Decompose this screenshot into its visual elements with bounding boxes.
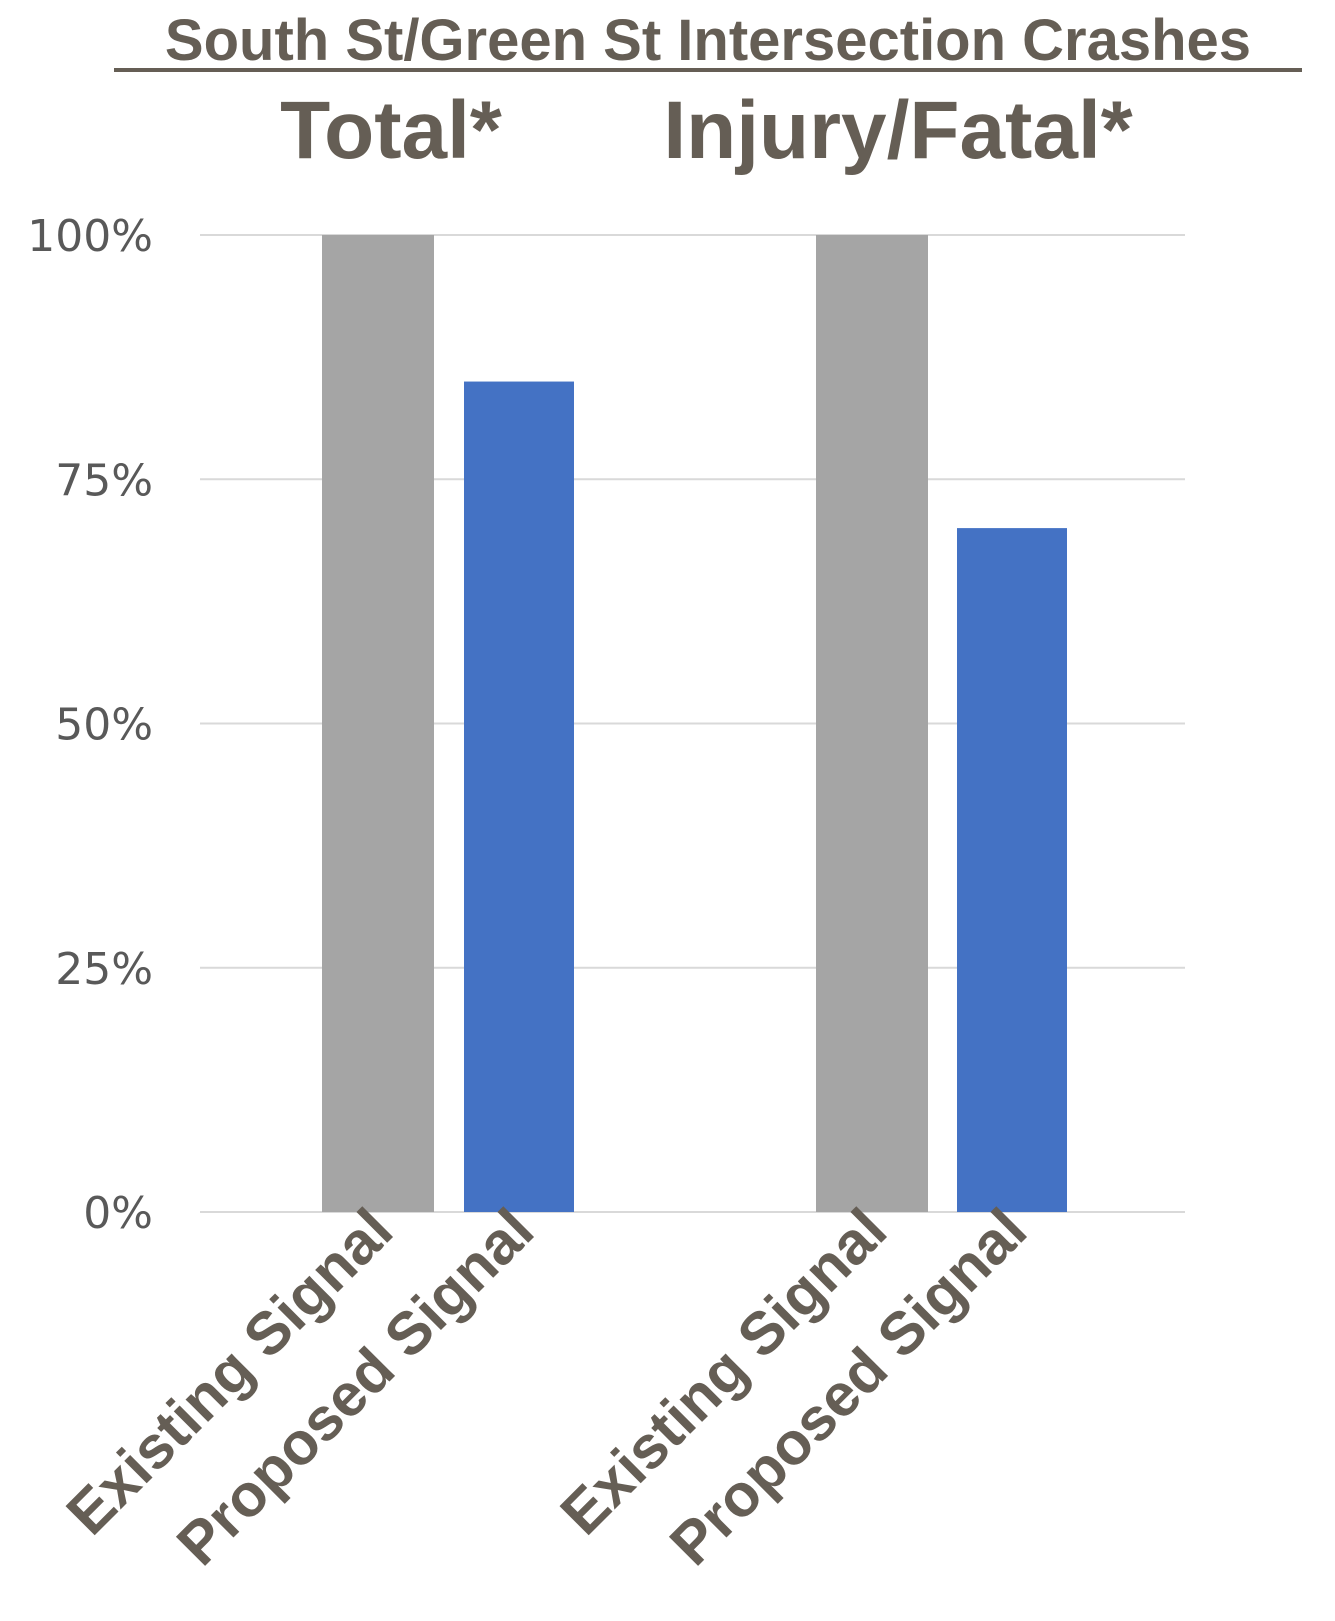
chart-title: South St/Green St Intersection Crashes xyxy=(165,8,1251,73)
y-tick-label: 100% xyxy=(27,211,153,262)
y-tick-label: 25% xyxy=(55,944,153,995)
y-tick-label: 75% xyxy=(55,455,153,506)
bar-injury-fatal-proposed-signal xyxy=(957,528,1067,1212)
y-tick-label: 0% xyxy=(83,1188,153,1239)
group-label-injury-fatal: Injury/Fatal* xyxy=(663,85,1132,176)
group-label-total: Total* xyxy=(280,85,502,176)
y-tick-label: 50% xyxy=(55,700,153,751)
y-axis-tick-labels: 0% 25% 50% 75% 100% xyxy=(27,211,153,1239)
bars xyxy=(322,235,1067,1212)
bar-total-existing-signal xyxy=(322,235,434,1212)
bar-total-proposed-signal xyxy=(464,381,574,1212)
bar-injury-fatal-existing-signal xyxy=(816,235,928,1212)
